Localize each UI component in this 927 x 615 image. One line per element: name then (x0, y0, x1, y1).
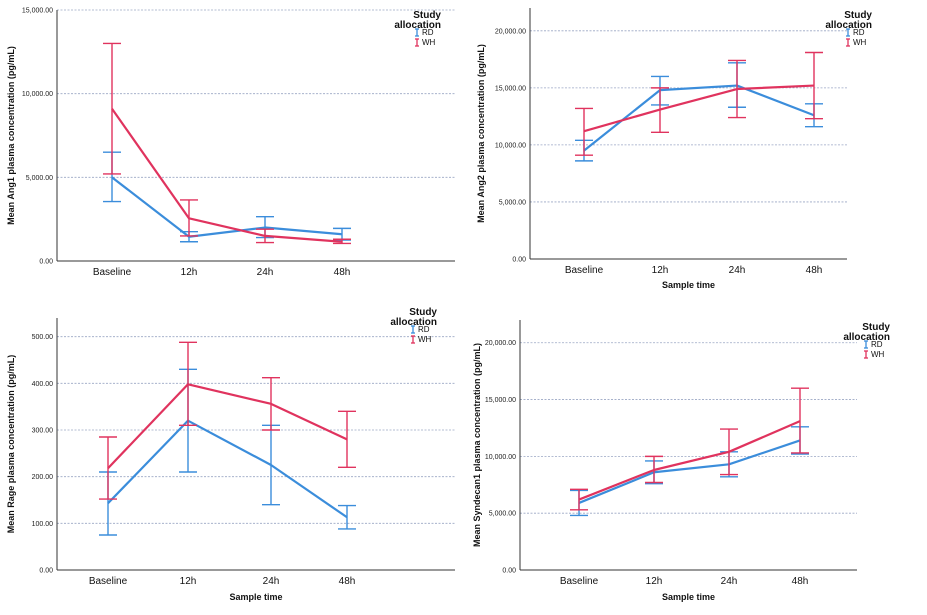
y-tick-label: 100.00 (32, 521, 54, 528)
x-tick-label: 48h (806, 265, 823, 276)
legend-title: Study allocation (843, 322, 890, 343)
series-line-rd (107, 419, 348, 519)
x-tick-label: 48h (334, 267, 351, 278)
legend-item-label: RD (422, 28, 434, 37)
legend-title: Study allocation (394, 10, 441, 31)
y-tick-label: 5,000.00 (499, 199, 526, 206)
legend-item-label: WH (871, 350, 885, 359)
chart-panel-2: 0.00 5,000.00 10,000.00 15,000.00 20,000.00 B… (476, 8, 872, 290)
x-tick-label: 24h (257, 267, 274, 278)
series-wh (575, 51, 823, 156)
x-tick-label: 48h (339, 576, 356, 587)
y-tick-label: 20,000.00 (495, 28, 526, 35)
x-tick-label: 12h (646, 576, 663, 587)
chart-panel-1: 0.00 5,000.00 10,000.00 15,000.00 Baseline 12… (6, 8, 455, 278)
series-wh (103, 42, 351, 245)
series-rd (570, 426, 809, 517)
legend-item-label: RD (418, 325, 430, 334)
y-tick-label: 5,000.00 (26, 175, 53, 182)
x-tick-label: Baseline (93, 267, 132, 278)
y-tick-label: 0.00 (512, 257, 526, 264)
series-wh (570, 387, 809, 511)
series-line-wh (583, 84, 815, 133)
legend-item-label: RD (871, 340, 883, 349)
legend-item-label: RD (853, 28, 865, 37)
series-line-wh (578, 420, 801, 501)
x-tick-label: 24h (721, 576, 738, 587)
y-tick-label: 10,000.00 (495, 142, 526, 149)
y-tick-label: 300.00 (32, 428, 54, 435)
x-axis-title: Sample time (229, 592, 282, 602)
x-tick-label: 12h (180, 576, 197, 587)
series-wh (99, 341, 356, 500)
y-axis-title: Mean Syndecan1 plasma concentration (pg/… (472, 343, 482, 547)
series-line-rd (578, 439, 801, 504)
series-line-rd (111, 176, 343, 238)
legend-item-label: WH (422, 38, 436, 47)
x-tick-label: Baseline (89, 576, 128, 587)
x-tick-label: 24h (263, 576, 280, 587)
x-tick-label: 24h (729, 265, 746, 276)
legend-title: Study allocation (390, 307, 437, 328)
y-tick-label: 0.00 (39, 259, 53, 266)
y-tick-label: 15,000.00 (485, 397, 516, 404)
series-line-wh (107, 383, 348, 470)
legend-item-label: WH (853, 38, 867, 47)
x-axis-title: Sample time (662, 592, 715, 602)
y-tick-label: 200.00 (32, 474, 54, 481)
x-axis-title: Sample time (662, 280, 715, 290)
y-tick-label: 400.00 (32, 381, 54, 388)
x-tick-label: Baseline (560, 576, 599, 587)
x-tick-label: 12h (181, 267, 198, 278)
y-axis-title: Mean Ang2 plasma concentration (pg/mL) (476, 44, 486, 223)
y-tick-label: 0.00 (39, 568, 53, 575)
legend-title: Study allocation (825, 10, 872, 31)
chart-panel-3: 0.00 100.00 200.00 300.00 400.00 500.00 Baseli… (6, 307, 455, 602)
x-tick-label: Baseline (565, 265, 604, 276)
y-tick-label: 5,000.00 (489, 511, 516, 518)
x-tick-label: 12h (652, 265, 669, 276)
y-tick-label: 10,000.00 (485, 454, 516, 461)
y-tick-label: 500.00 (32, 334, 54, 341)
series-line-rd (583, 84, 815, 152)
series-rd (575, 62, 823, 162)
legend-item-label: WH (418, 335, 432, 344)
y-tick-label: 0.00 (502, 568, 516, 575)
series-rd (103, 151, 351, 243)
y-tick-label: 15,000.00 (495, 85, 526, 92)
x-tick-label: 48h (792, 576, 809, 587)
y-tick-label: 15,000.00 (22, 8, 53, 15)
y-tick-label: 20,000.00 (485, 340, 516, 347)
y-axis-title: Mean Ang1 plasma concentration (pg/mL) (6, 46, 16, 225)
y-axis-title: Mean Rage plasma concentration (pg/mL) (6, 355, 16, 534)
chart-panel-4: 0.00 5,000.00 10,000.00 15,000.00 20,000.00 B… (472, 320, 890, 602)
y-tick-label: 10,000.00 (22, 91, 53, 98)
series-line-wh (111, 108, 343, 243)
